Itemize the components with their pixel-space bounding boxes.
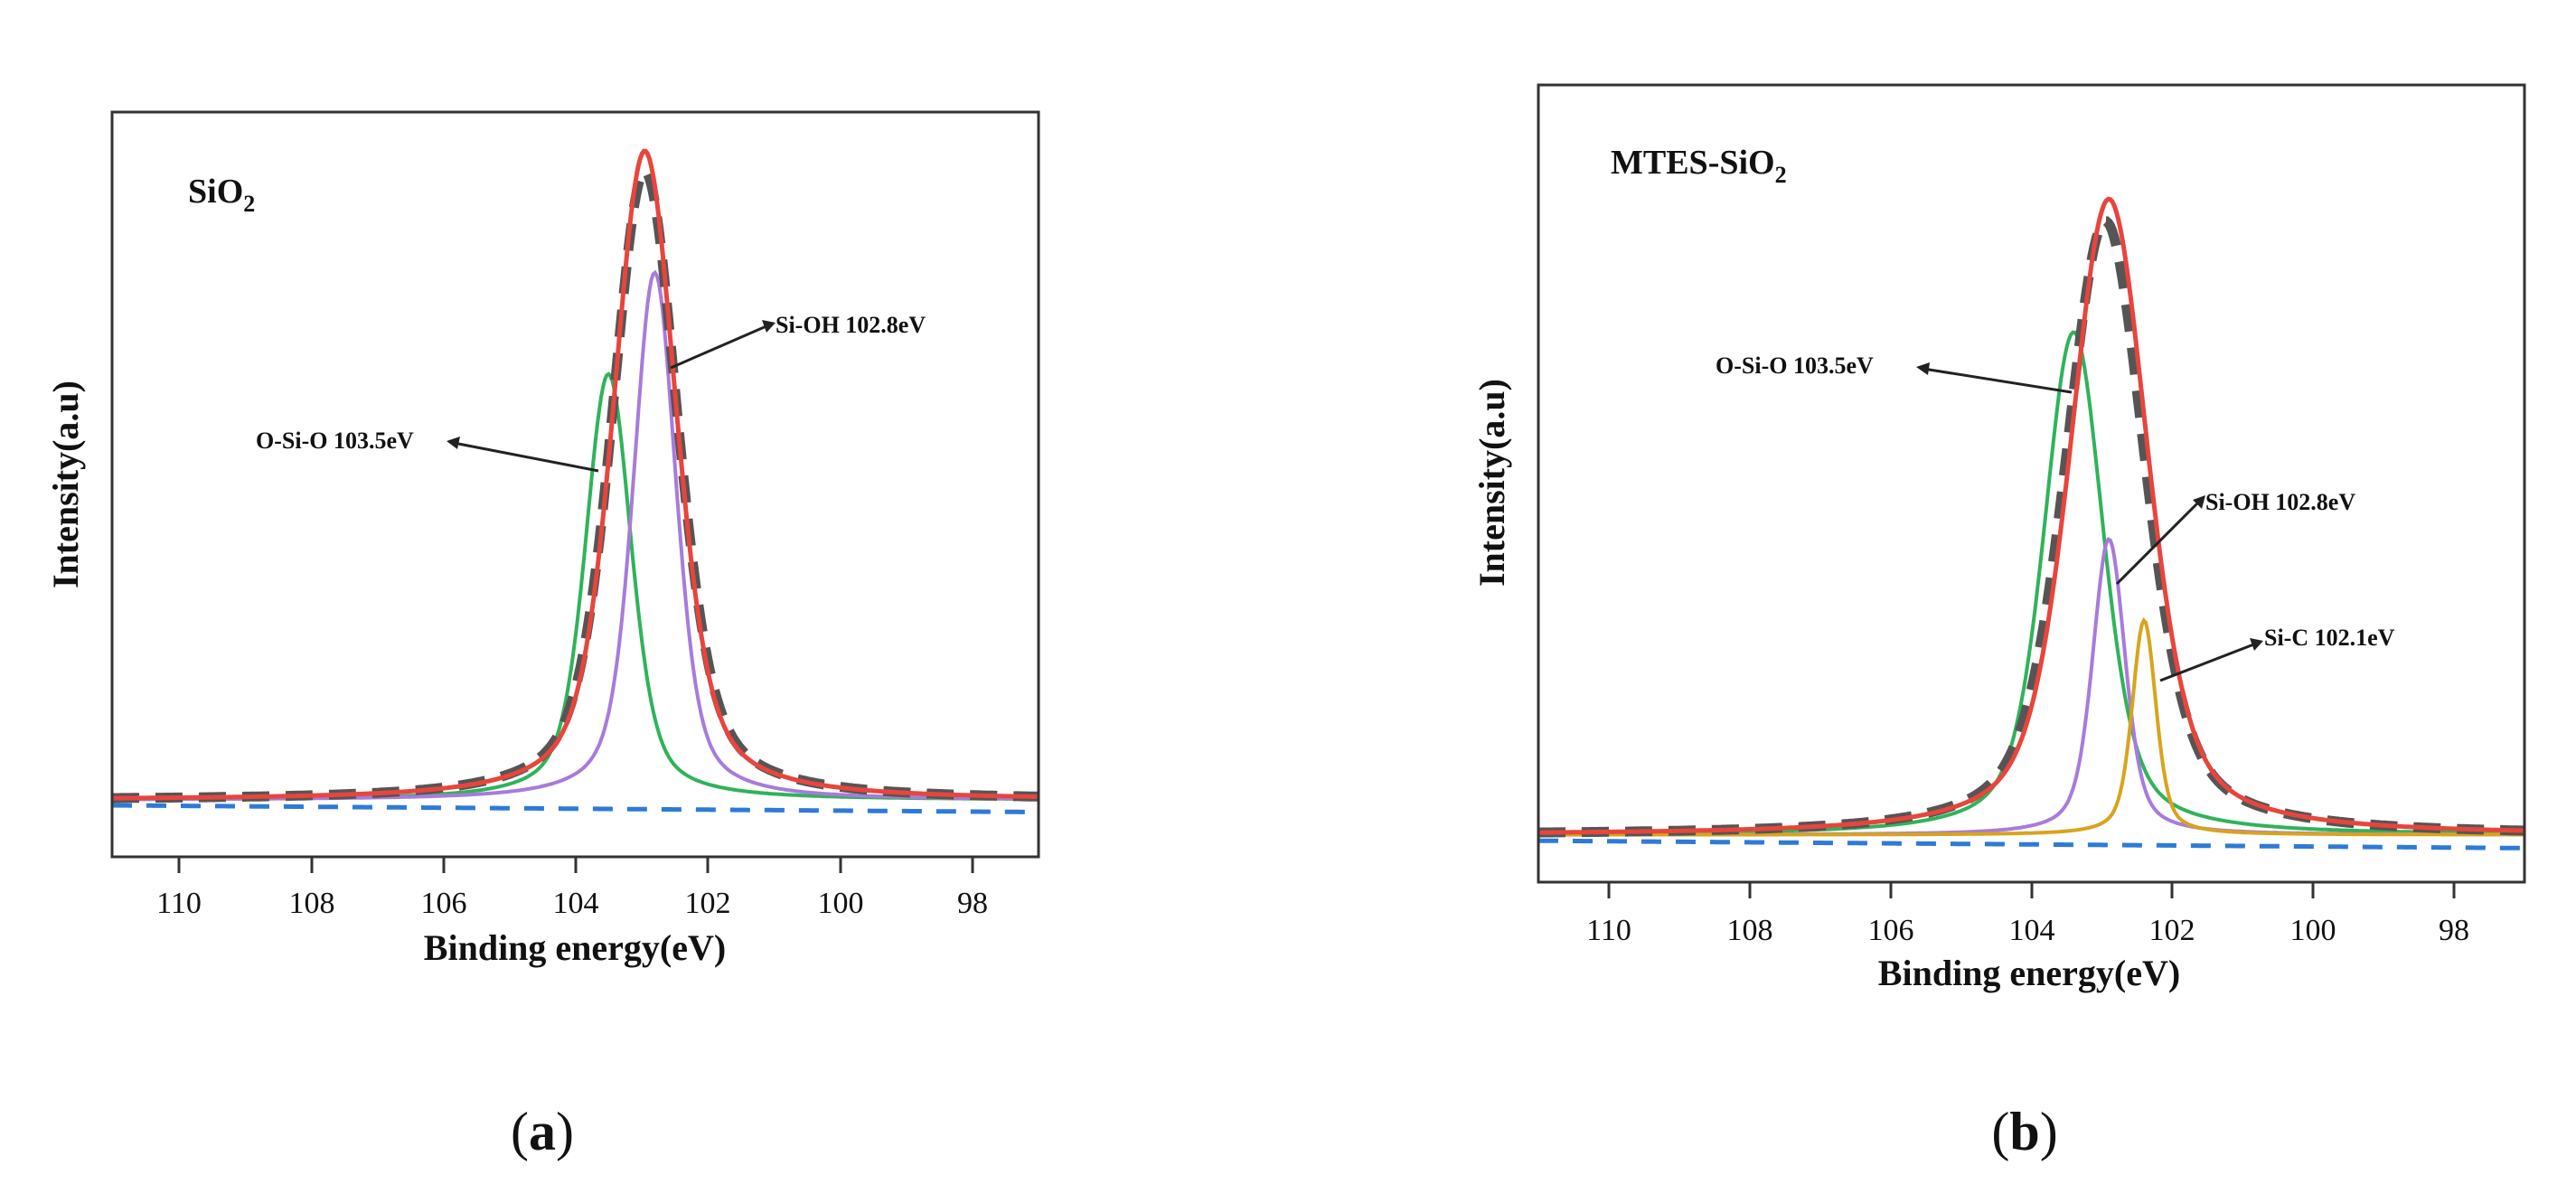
- panel-b-background-curve: [1538, 838, 2525, 850]
- panel-b-sic-arrowhead: [2250, 638, 2263, 651]
- panel-b-tick-label: 98: [2439, 914, 2469, 947]
- panel-a-tick-label: 98: [957, 887, 988, 920]
- panel-b-tick-label: 106: [1868, 914, 1914, 947]
- panel-b-plot-frame: [1537, 83, 2526, 884]
- panel-a-caption: (a): [511, 1102, 574, 1161]
- panel-a-x-ticks: 110 108 106 104 102 100 98: [156, 857, 988, 920]
- panel-b-osio-arrow: [1923, 367, 2073, 394]
- panel-b-x-ticks: 110 108 106 104 102 100 98: [1586, 882, 2469, 947]
- panel-b-tick-label: 102: [2149, 914, 2195, 947]
- panel-b-caption-close-paren: ): [2040, 1102, 2058, 1161]
- panel-b-sioh-arrowhead: [2193, 495, 2205, 509]
- panel-a-caption-close-paren: ): [556, 1102, 574, 1161]
- panel-b-tick-label: 104: [2009, 914, 2055, 947]
- panel-a-curves: [111, 148, 1039, 814]
- panel-b-curves: [1537, 196, 2525, 850]
- panel-b-osio-annotation: O-Si-O 103.5eV: [1716, 352, 1874, 379]
- panel-b-title-subscript: 2: [1775, 162, 1787, 188]
- panel-b-o-si-o-curve: [1538, 330, 2524, 836]
- panel-a-caption-open-paren: (: [511, 1102, 529, 1161]
- panel-a-plot-frame: [110, 110, 1040, 859]
- panel-b-caption-letter: b: [2009, 1102, 2039, 1161]
- panel-a-tick-label: 100: [818, 887, 864, 920]
- panel-b-y-axis-title: Intensity(a.u): [1471, 379, 1512, 587]
- panel-b-title-main: MTES-SiO: [1611, 144, 1775, 182]
- panel-a-title-main: SiO: [188, 173, 243, 211]
- panel-b-sic-arrow: [2159, 642, 2257, 682]
- panel-b-tick-label: 110: [1586, 914, 1631, 947]
- panel-a-chart: 110 108 106 104 102 100 98 Binding energ…: [45, 110, 1040, 968]
- panel-a-tick-label: 110: [156, 887, 202, 920]
- panel-a-tick-label: 104: [553, 887, 599, 920]
- panel-a-osio-arrowhead: [447, 437, 460, 449]
- panel-b-measured-curve: [1537, 196, 2524, 835]
- panel-a-si-oh-curve: [111, 269, 1039, 802]
- panel-b-sioh-arrow: [2115, 501, 2200, 586]
- panel-b-tick-label: 108: [1727, 914, 1773, 947]
- panel-a-background-curve: [112, 803, 1039, 814]
- panel-a-o-si-o-curve: [112, 371, 1039, 802]
- panel-b-fitted-envelope-curve: [1538, 216, 2525, 838]
- panel-a-tick-label: 108: [289, 887, 335, 920]
- panel-b-title: MTES-SiO2: [1611, 144, 1787, 188]
- panel-a-title-subscript: 2: [243, 191, 255, 217]
- panel-a-y-axis-title: Intensity(a.u): [45, 381, 86, 588]
- panel-b-caption: (b): [1991, 1102, 2057, 1161]
- panel-a-sioh-annotation: Si-OH 102.8eV: [776, 312, 926, 338]
- panel-a-annotations: Si-OH 102.8eV O-Si-O 103.5eV: [256, 312, 926, 473]
- panel-a-title: SiO2: [188, 173, 255, 217]
- panel-a-measured-curve: [112, 148, 1039, 801]
- panel-b-chart: 110 108 106 104 102 100 98 Binding energ…: [1471, 83, 2526, 993]
- panel-a-tick-label: 106: [421, 887, 467, 920]
- panel-b-osio-arrowhead: [1916, 362, 1930, 375]
- panel-a-caption-letter: a: [529, 1102, 556, 1161]
- panel-b-si-c-curve: [1538, 616, 2524, 837]
- panel-b-caption-open-paren: (: [1991, 1102, 2009, 1161]
- panel-b-x-axis-title: Binding energy(eV): [1878, 953, 2180, 993]
- panel-b-sic-annotation: Si-C 102.1eV: [2264, 625, 2395, 651]
- panel-a-osio-arrow: [453, 441, 599, 473]
- panel-b-sioh-annotation: Si-OH 102.8eV: [2205, 489, 2355, 515]
- panel-a-sioh-arrowhead: [762, 320, 776, 333]
- panel-a-sioh-arrow: [670, 324, 769, 370]
- panel-a-x-axis-title: Binding energy(eV): [424, 927, 726, 968]
- panel-b-annotations: O-Si-O 103.5eV Si-OH 102.8eV Si-C 102.1e…: [1716, 352, 2395, 682]
- panel-a-osio-annotation: O-Si-O 103.5eV: [256, 428, 414, 454]
- panel-a-tick-label: 102: [685, 887, 731, 920]
- panel-b-tick-label: 100: [2290, 914, 2336, 947]
